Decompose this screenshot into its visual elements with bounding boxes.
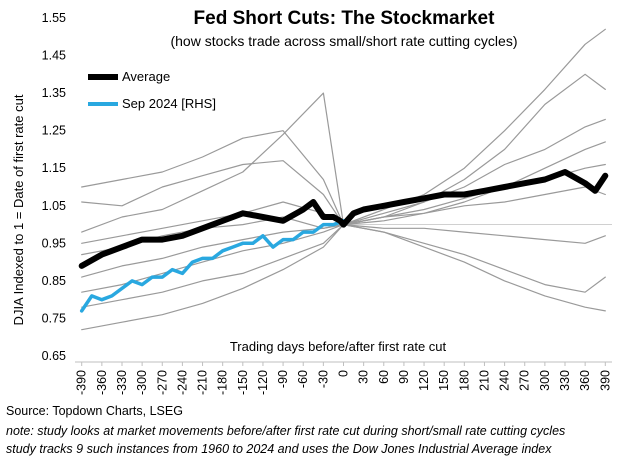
y-tick-label: 0.85 xyxy=(42,274,66,288)
x-tick-label: 210 xyxy=(477,370,491,391)
x-tick-label: -150 xyxy=(236,370,250,395)
y-tick-label: 1.15 xyxy=(42,161,66,175)
y-tick-label: 1.45 xyxy=(42,49,66,63)
y-tick-label: 1.25 xyxy=(42,124,66,138)
series-line-cycle-6 xyxy=(81,186,606,278)
x-tick-label: -390 xyxy=(75,370,89,395)
chart-title: Fed Short Cuts: The Stockmarket xyxy=(194,8,496,29)
x-tick-label: 330 xyxy=(558,370,572,391)
chart: Fed Short Cuts: The Stockmarket (how sto… xyxy=(11,8,612,395)
x-tick-label: -270 xyxy=(155,370,169,395)
x-tick-label: 390 xyxy=(598,370,612,391)
legend-label-average: Average xyxy=(122,69,170,84)
series-line-cycle-2 xyxy=(81,28,606,233)
series-layer xyxy=(78,28,612,331)
legend-label-sep-2024: Sep 2024 [RHS] xyxy=(122,96,216,111)
x-tick-label: 180 xyxy=(457,370,471,391)
legend: Average Sep 2024 [RHS] xyxy=(88,69,216,111)
y-tick-layer: 0.65 0.75 0.85 0.95 1.05 1.15 1.25 1.35 1.45 1.55 xyxy=(42,11,66,363)
x-tick-layer: -390 -360 -330 -300 -270 -240 -210 -180 -150 -120… xyxy=(75,361,612,395)
x-tick-label: -180 xyxy=(216,370,230,395)
chart-subtitle: (how stocks trade across small/short rat… xyxy=(170,33,517,49)
y-tick-label: 0.65 xyxy=(42,349,66,363)
y-axis-label: DJIA Indexed to 1 = Date of first rate c… xyxy=(11,94,26,325)
x-tick-label: -210 xyxy=(196,370,210,395)
x-tick-label: 150 xyxy=(437,370,451,391)
y-tick-label: 0.95 xyxy=(42,236,66,250)
y-tick-label: 1.35 xyxy=(42,86,66,100)
x-tick-label: 300 xyxy=(538,370,552,391)
series-line-sep-2024-rhs xyxy=(79,219,346,313)
x-tick-label: -30 xyxy=(316,370,330,388)
note-line-1: note: study looks at market movements be… xyxy=(6,424,566,438)
y-tick-label: 1.55 xyxy=(42,11,66,25)
x-tick-label: -240 xyxy=(175,370,189,395)
x-tick-label: -360 xyxy=(95,370,109,395)
series-line-average xyxy=(78,169,609,269)
x-tick-label: 120 xyxy=(417,370,431,391)
x-tick-label: 0 xyxy=(337,370,351,377)
x-tick-label: -90 xyxy=(276,370,290,388)
y-tick-label: 1.05 xyxy=(42,199,66,213)
x-tick-label: 90 xyxy=(397,370,411,384)
x-tick-label: 240 xyxy=(498,370,512,391)
y-tick-label: 0.75 xyxy=(42,311,66,325)
x-tick-label: -330 xyxy=(115,370,129,395)
x-tick-label: -120 xyxy=(256,370,270,395)
x-tick-label: 270 xyxy=(518,370,532,391)
note-line-2: study tracks 9 such instances from 1960 … xyxy=(6,442,552,456)
source-text: Source: Topdown Charts, LSEG xyxy=(6,404,183,418)
x-tick-label: 30 xyxy=(357,370,371,384)
x-tick-label: -300 xyxy=(135,370,149,395)
x-axis-label: Trading days before/after first rate cut xyxy=(230,339,447,354)
x-tick-label: 60 xyxy=(377,370,391,384)
x-tick-label: -60 xyxy=(296,370,310,388)
series-line-cycle-4 xyxy=(81,141,606,244)
x-tick-label: 360 xyxy=(578,370,592,391)
